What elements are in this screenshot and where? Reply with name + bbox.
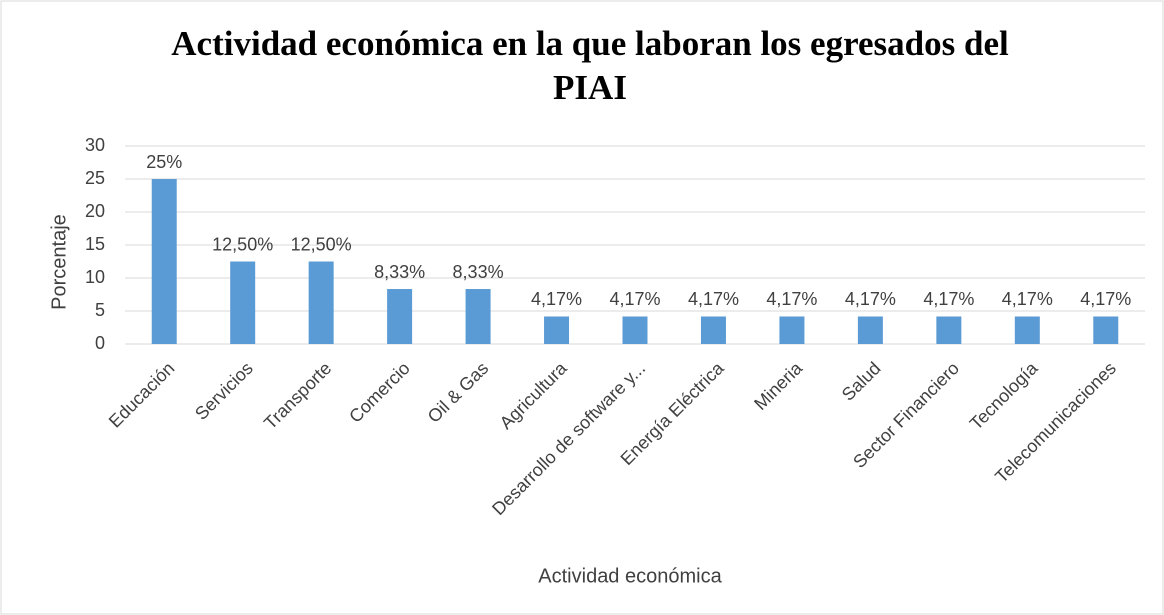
x-tick-label: Mineria xyxy=(750,357,807,414)
bar xyxy=(1093,316,1119,344)
data-label: 4,17% xyxy=(845,289,896,309)
data-label: 4,17% xyxy=(531,289,582,309)
y-tick-label: 30 xyxy=(85,135,105,155)
bar xyxy=(465,289,491,344)
x-tick-label: Agricultura xyxy=(496,357,572,433)
data-label: 12,50% xyxy=(291,234,352,254)
data-label: 4,17% xyxy=(609,289,660,309)
bar xyxy=(1014,316,1040,344)
bar xyxy=(544,316,570,344)
data-label: 4,17% xyxy=(923,289,974,309)
y-tick-label: 15 xyxy=(85,234,105,254)
bar xyxy=(622,316,648,344)
bar xyxy=(700,316,726,344)
bar xyxy=(151,179,177,344)
y-tick-label: 5 xyxy=(95,300,105,320)
data-label: 4,17% xyxy=(766,289,817,309)
y-tick-label: 0 xyxy=(95,333,105,353)
x-tick-label: Oil & Gas xyxy=(424,358,493,427)
data-label: 4,17% xyxy=(1080,289,1131,309)
y-tick-label: 20 xyxy=(85,201,105,221)
y-tick-label: 25 xyxy=(85,168,105,188)
x-tick-label: Transporte xyxy=(260,358,335,433)
x-tick-label: Salud xyxy=(838,358,885,405)
data-label: 8,33% xyxy=(453,262,504,282)
y-axis-title: Porcentaje xyxy=(48,214,70,310)
bar xyxy=(230,261,256,344)
x-tick-label: Educación xyxy=(105,358,179,432)
y-tick-label: 10 xyxy=(85,267,105,287)
x-tick-label: Comercio xyxy=(345,358,414,427)
bar xyxy=(779,316,805,344)
data-label: 4,17% xyxy=(1002,289,1053,309)
bar xyxy=(308,261,334,344)
x-axis-title: Actividad económica xyxy=(538,565,722,587)
data-label: 25% xyxy=(146,152,182,172)
data-label: 8,33% xyxy=(374,262,425,282)
x-tick-label: Servicios xyxy=(191,358,257,424)
bar xyxy=(387,289,413,344)
x-tick-label: Tecnología xyxy=(966,357,1042,433)
x-tick-label: Desarrollo de software y... xyxy=(488,358,649,519)
data-label: 4,17% xyxy=(688,289,739,309)
chart-title: Actividad económica en la que laboran lo… xyxy=(171,24,1009,107)
bar xyxy=(857,316,883,344)
data-label: 12,50% xyxy=(212,234,273,254)
bar xyxy=(936,316,962,344)
